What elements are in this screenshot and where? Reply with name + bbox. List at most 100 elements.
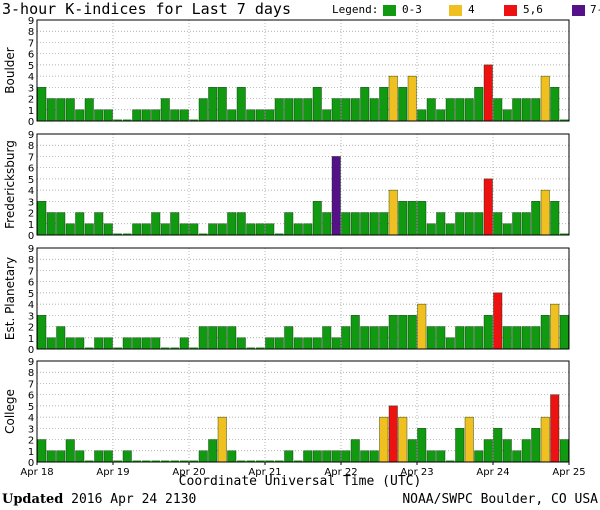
- x-tick-label: Apr 24: [476, 467, 509, 478]
- y-tick-label: 8: [28, 141, 34, 152]
- bar: [75, 109, 85, 122]
- bar: [446, 460, 455, 462]
- bar: [560, 119, 569, 121]
- y-tick-label: 1: [28, 334, 34, 345]
- bar: [455, 428, 465, 463]
- legend-item-5-6: 5,6: [523, 3, 543, 16]
- bar: [341, 450, 351, 463]
- bar: [170, 460, 179, 462]
- bar: [37, 315, 47, 350]
- bar: [360, 450, 370, 463]
- bar: [46, 337, 56, 350]
- bar: [294, 460, 303, 462]
- y-tick-label: 4: [28, 413, 34, 424]
- bar: [84, 223, 94, 236]
- bar: [474, 87, 484, 122]
- y-tick-label: 0: [28, 117, 34, 128]
- bar: [198, 326, 208, 350]
- bar: [502, 439, 512, 463]
- bar: [236, 87, 246, 122]
- bar: [94, 337, 104, 350]
- y-tick-label: 7: [28, 152, 34, 163]
- bar: [559, 315, 569, 350]
- bar: [474, 450, 484, 463]
- bar: [388, 75, 398, 122]
- bar: [189, 347, 198, 349]
- legend-swatch-0-3: [383, 5, 396, 16]
- y-tick-label: 0: [28, 458, 34, 469]
- bar: [65, 223, 75, 236]
- bar: [103, 337, 113, 350]
- bar: [322, 450, 332, 463]
- bar: [284, 212, 294, 236]
- bar: [179, 337, 189, 350]
- bar: [293, 98, 303, 122]
- bar: [436, 212, 446, 236]
- bar: [246, 109, 256, 122]
- bar: [540, 416, 550, 463]
- bar: [198, 98, 208, 122]
- bar: [199, 233, 208, 235]
- x-tick-label: Apr 22: [324, 467, 357, 478]
- bar: [303, 98, 313, 122]
- bar: [436, 450, 446, 463]
- y-tick-label: 6: [28, 278, 34, 289]
- bar: [426, 98, 436, 122]
- bar: [236, 212, 246, 236]
- bar: [75, 212, 85, 236]
- bar: [436, 109, 446, 122]
- bar: [227, 450, 237, 463]
- bar: [113, 347, 122, 349]
- bar: [65, 439, 75, 463]
- bar: [521, 439, 531, 463]
- legend-label: Legend:: [332, 3, 379, 16]
- bar: [550, 201, 560, 236]
- y-tick-label: 1: [28, 106, 34, 117]
- bar: [445, 98, 455, 122]
- y-tick-label: 3: [28, 424, 34, 435]
- bar: [550, 87, 560, 122]
- bar: [493, 428, 503, 463]
- bar: [75, 450, 85, 463]
- x-axis-title: Coordinate Universal Time (UTC): [178, 474, 422, 489]
- bar: [426, 326, 436, 350]
- bar: [407, 315, 417, 350]
- bar: [531, 201, 541, 236]
- bar: [303, 450, 313, 463]
- bar: [417, 303, 427, 350]
- bar: [217, 326, 227, 350]
- y-tick-label: 5: [28, 175, 34, 186]
- bar: [85, 460, 94, 462]
- y-tick-label: 5: [28, 289, 34, 300]
- bar: [141, 337, 151, 350]
- bar: [37, 87, 47, 122]
- panel-label: Est. Planetary: [3, 257, 17, 340]
- bar: [256, 347, 265, 349]
- bar: [284, 98, 294, 122]
- bar: [180, 460, 189, 462]
- bar: [369, 98, 379, 122]
- bar: [265, 337, 275, 350]
- bar: [151, 337, 161, 350]
- bar: [331, 156, 341, 236]
- legend-swatch-7-9: [572, 5, 585, 16]
- panel-frame: [36, 133, 570, 236]
- bar: [379, 212, 389, 236]
- legend-swatch-4: [449, 5, 462, 16]
- bar: [483, 315, 493, 350]
- bar: [284, 450, 294, 463]
- bar: [350, 315, 360, 350]
- y-tick-label: 7: [28, 379, 34, 390]
- x-tick-label: Apr 23: [400, 467, 433, 478]
- y-tick-label: 4: [28, 300, 34, 311]
- bar: [160, 223, 170, 236]
- bar: [331, 450, 341, 463]
- bar: [123, 233, 132, 235]
- y-tick-label: 3: [28, 197, 34, 208]
- bar: [103, 223, 113, 236]
- bar: [369, 326, 379, 350]
- x-tick-label: Apr 25: [552, 467, 585, 478]
- bar: [132, 223, 142, 236]
- y-tick-label: 9: [28, 357, 34, 368]
- bar: [512, 326, 522, 350]
